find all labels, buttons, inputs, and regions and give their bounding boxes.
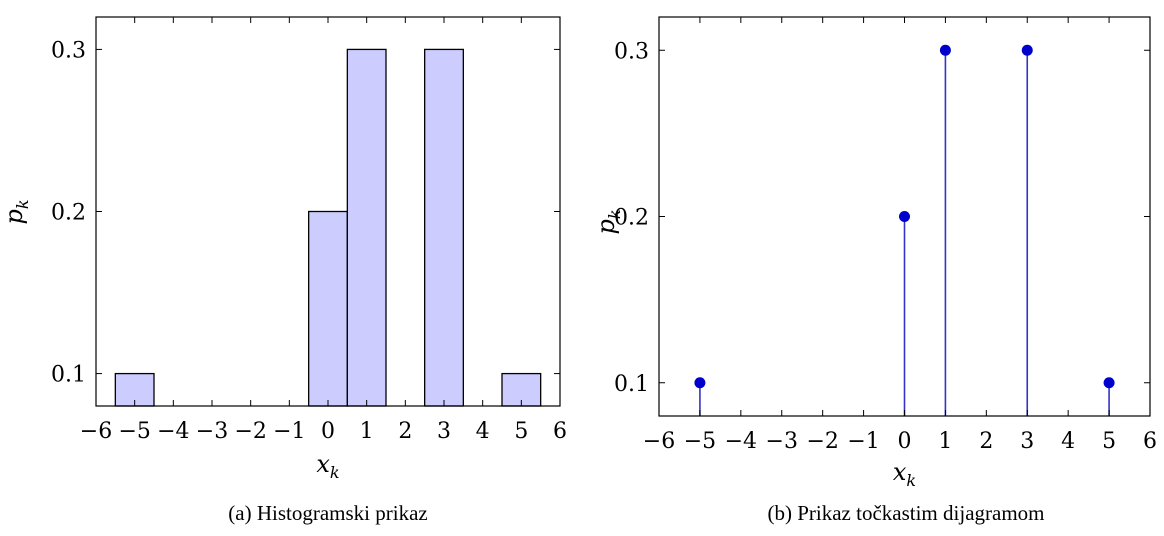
x-tick-label: 2 [979,429,993,454]
y-axis-label-subscript: k [605,209,624,219]
data-point [939,44,951,56]
x-tick-label: 6 [1143,429,1157,454]
y-axis-label-base: p [592,219,620,234]
x-tick-label: 6 [553,419,567,444]
x-tick-label: −3 [766,429,798,454]
x-tick-label: 4 [476,419,490,444]
y-axis-label-subscript: k [13,199,32,209]
y-axis-label: pk [592,209,624,234]
x-tick-label: 1 [938,429,952,454]
x-tick-label: 1 [360,419,374,444]
x-tick-label: 2 [398,419,412,444]
y-tick-label: 0.2 [614,206,649,231]
data-point [694,377,706,389]
x-tick-label: −6 [80,419,112,444]
svg-text:xk: xk [316,450,339,482]
x-axis-label: xk [316,450,339,482]
stem-plot-panel: −6 −5 −4 −3 −2 −1 0 1 2 3 4 5 6 0.1 0.2 0.3 (b) Prikaz t… [614,16,1157,525]
data-point [899,211,910,222]
x-tick-label: 5 [514,419,528,444]
data-point [1021,44,1033,56]
x-tick-label: 3 [1020,429,1034,454]
svg-text:pk: pk [592,209,624,234]
x-tick-label: −4 [157,419,189,444]
x-axis-label-subscript: k [330,463,340,482]
x-tick-label: 4 [1061,429,1075,454]
y-tick-label: 0.3 [51,38,86,63]
x-tick-label: −5 [684,429,716,454]
histogram-bar [308,210,348,407]
data-point [1103,377,1115,389]
x-tick-label: 0 [898,429,912,454]
x-tick-label: −2 [806,429,838,454]
histogram-bar [346,48,387,407]
x-tick-label: 5 [1102,429,1116,454]
x-tick-label: −5 [118,419,150,444]
x-axis-label: xk [893,458,916,490]
x-tick-label: −6 [643,429,675,454]
svg-text:pk: pk [0,199,32,224]
histogram-panel: −6 −5 −4 −3 −2 −1 0 1 2 3 4 5 6 0.1 0.2 0.3 (a) Histogra… [51,16,567,525]
y-tick-label: 0.3 [614,39,649,64]
x-tick-label: −2 [234,419,266,444]
y-tick-label: 0.1 [51,363,86,388]
x-tick-label: 3 [437,419,451,444]
y-axis-label-base: p [0,209,28,224]
histogram-bar [424,48,464,407]
y-axis-label: pk [0,199,32,224]
x-axis-label-base: x [893,458,907,486]
subfigure-caption: (a) Histogramski prikaz [228,501,427,525]
subfigure-caption: (b) Prikaz točkastim dijagramom [767,501,1044,525]
x-tick-label: 0 [321,419,335,444]
x-tick-label: −1 [847,429,879,454]
y-tick-label: 0.2 [51,201,86,226]
x-tick-label: −3 [196,419,228,444]
x-tick-label: −1 [273,419,305,444]
y-tick-label: 0.1 [614,372,649,397]
svg-text:xk: xk [893,458,916,490]
x-tick-label: −4 [725,429,757,454]
x-axis-label-base: x [316,450,330,478]
x-axis-label-subscript: k [906,471,916,490]
